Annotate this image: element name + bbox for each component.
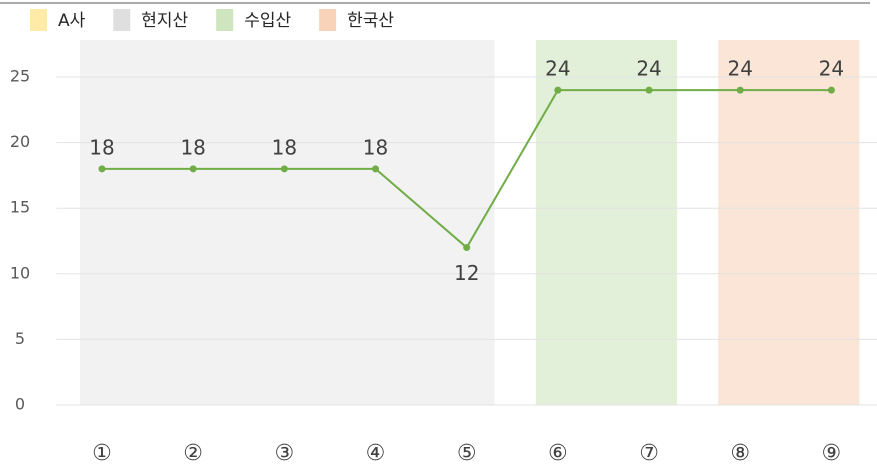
x-tick-label: ⑤ (457, 441, 477, 466)
x-tick-label: ③ (274, 441, 294, 466)
data-label: 24 (636, 57, 661, 81)
data-label: 24 (728, 57, 753, 81)
data-label: 18 (363, 135, 388, 159)
legend-swatch (30, 9, 47, 31)
x-tick-label: ⑨ (822, 441, 842, 466)
background-band (535, 40, 678, 405)
data-label: 12 (454, 261, 479, 285)
x-tick-label: ④ (366, 441, 386, 466)
x-tick-label: ② (183, 441, 203, 466)
point (554, 86, 562, 94)
legend-label: A사 (58, 11, 86, 31)
y-tick-label: 0 (15, 395, 25, 414)
data-label: 18 (272, 135, 297, 159)
y-tick-label: 20 (10, 132, 30, 151)
x-tick-label: ① (92, 441, 112, 466)
point (189, 165, 197, 173)
point (645, 86, 653, 94)
point (280, 165, 288, 173)
legend-label: 한국산 (347, 11, 394, 31)
data-label: 24 (545, 57, 570, 81)
data-label: 18 (180, 135, 205, 159)
legend-swatch (113, 9, 131, 31)
point (827, 86, 835, 94)
x-tick-label: ⑥ (548, 441, 568, 466)
legend-label: 현지산 (141, 11, 188, 31)
data-label: 18 (89, 135, 114, 159)
point (736, 86, 744, 94)
point (372, 165, 380, 173)
data-label: 24 (819, 57, 844, 81)
legend-swatch (216, 9, 234, 31)
y-tick-label: 5 (15, 329, 25, 348)
legend-label: 수입산 (244, 11, 291, 31)
y-tick-label: 25 (10, 67, 30, 86)
x-tick-label: ⑧ (730, 441, 750, 466)
y-tick-label: 15 (10, 198, 30, 217)
y-tick-label: 10 (10, 263, 30, 282)
x-tick-label: ⑦ (639, 441, 659, 466)
point (98, 165, 106, 173)
point (463, 244, 471, 252)
background-band (718, 40, 860, 405)
legend-swatch (319, 9, 337, 31)
background-band (79, 40, 495, 405)
